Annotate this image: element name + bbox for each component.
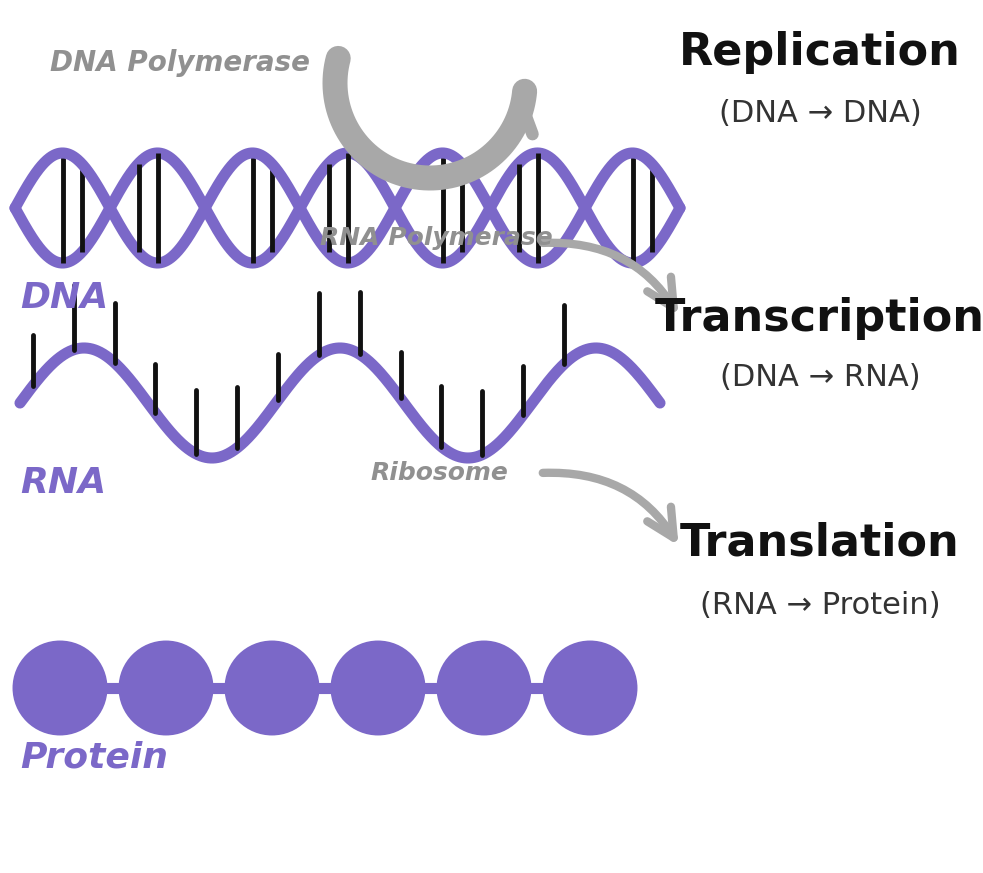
Circle shape <box>334 644 422 732</box>
Text: RNA: RNA <box>20 466 106 500</box>
Text: Ribosome: Ribosome <box>370 461 508 485</box>
Circle shape <box>228 644 316 732</box>
Circle shape <box>16 644 104 732</box>
FancyArrowPatch shape <box>543 243 673 307</box>
Circle shape <box>122 644 210 732</box>
Text: Replication: Replication <box>679 31 961 74</box>
Circle shape <box>546 644 634 732</box>
Text: DNA Polymerase: DNA Polymerase <box>50 49 310 77</box>
Text: Protein: Protein <box>20 741 168 775</box>
FancyArrowPatch shape <box>543 473 673 538</box>
Text: DNA: DNA <box>20 281 108 315</box>
Text: Translation: Translation <box>680 521 959 565</box>
Text: (DNA → DNA): (DNA → DNA) <box>719 99 921 127</box>
Text: RNA Polymerase: RNA Polymerase <box>320 226 552 250</box>
Text: (DNA → RNA): (DNA → RNA) <box>720 363 920 393</box>
Circle shape <box>440 644 528 732</box>
Text: (RNA → Protein): (RNA → Protein) <box>700 590 941 620</box>
Text: Transcription: Transcription <box>655 297 983 340</box>
